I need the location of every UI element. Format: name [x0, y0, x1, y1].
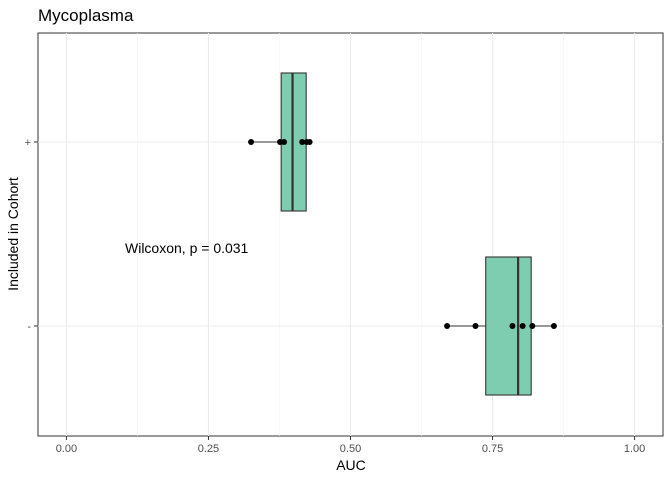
- data-point: [248, 139, 255, 145]
- data-point: [519, 323, 526, 329]
- data-point: [550, 323, 557, 329]
- x-tick-label: 0.00: [56, 443, 77, 455]
- data-point: [472, 323, 479, 329]
- x-axis-title: AUC: [336, 457, 366, 473]
- boxplots: [251, 72, 554, 396]
- data-point: [509, 323, 516, 329]
- y-axis-ticks: +-: [25, 137, 38, 333]
- data-point: [529, 323, 536, 329]
- x-axis-ticks: 0.00 0.25 0.50 0.75 1.00: [56, 436, 645, 455]
- annotation: Wilcoxon, p = 0.031: [125, 240, 249, 256]
- data-point: [299, 139, 306, 145]
- y-axis-title: Included in Cohort: [5, 177, 21, 291]
- x-tick-label: 0.25: [198, 443, 219, 455]
- x-tick-label: 0.75: [482, 443, 503, 455]
- x-tick-label: 0.50: [340, 443, 361, 455]
- data-point: [444, 323, 451, 329]
- x-tick-label: 1.00: [624, 443, 645, 455]
- data-points: [248, 139, 557, 329]
- chart-title: Mycoplasma: [38, 6, 134, 25]
- data-point: [306, 139, 313, 145]
- y-tick-label: +: [25, 137, 31, 149]
- data-point: [281, 139, 288, 145]
- y-tick-label: -: [27, 321, 31, 333]
